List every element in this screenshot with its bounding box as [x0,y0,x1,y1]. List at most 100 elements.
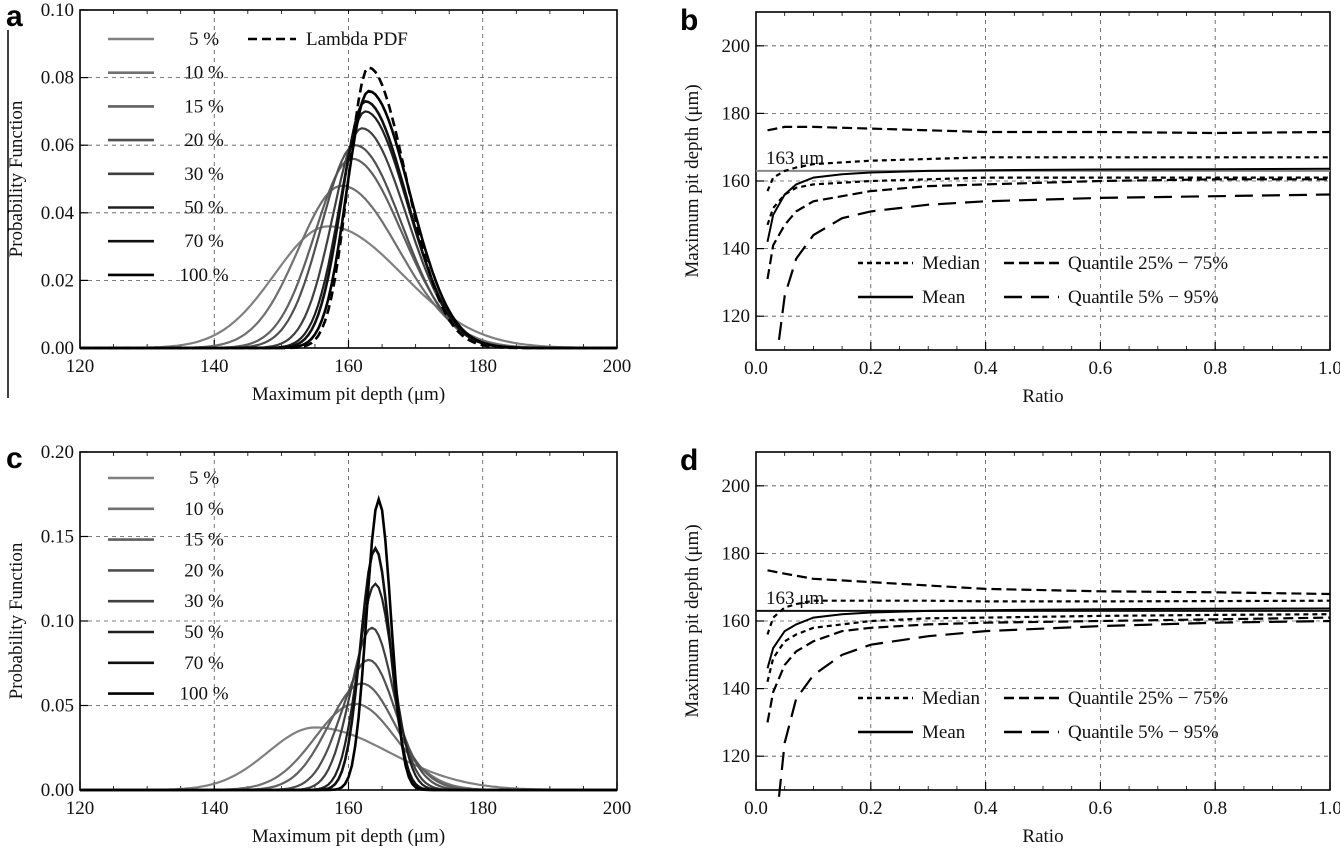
y-axis-label: Maximum pit depth (μm) [682,84,703,277]
x-tick-label: 0.6 [1089,358,1113,379]
legend-label: 30 % [184,591,224,612]
x-tick-label: 160 [334,798,363,819]
y-axis-label: Probability Function [6,100,27,257]
x-tick-label: 200 [603,356,632,377]
plot-frame [755,451,1331,791]
chart-d: 0.0 0.2 0.4 0.6 0.8 1.0 120 140 160 180 200 Ratio Ma… [680,444,1340,847]
x-tick-label: 120 [66,356,95,377]
chart-c: 120 140 160 180 200 0.00 0.05 0.10 0.15 0.20 Maxim… [6,442,631,847]
series-line [766,616,1331,723]
panel-letter: d [680,444,698,477]
legend-label: 15 % [184,96,224,117]
y-tick-label: 200 [722,36,751,57]
x-axis-label: Ratio [1022,826,1063,847]
legend-label: 100 % [179,684,228,705]
legend-label: 10 % [184,63,224,84]
legend-label: 30 % [184,164,224,185]
series-line [766,599,1331,635]
y-tick-label: 0.20 [41,442,74,463]
y-tick-label: 140 [722,239,751,260]
x-tick-label: 160 [334,356,363,377]
legend-label: 10 % [184,499,224,520]
series-line [777,619,1331,797]
series-line [766,178,1330,280]
reference-label: 163 μm [766,588,824,609]
legend: Median Mean Quantile 25% − 75% Quantile 5% … [858,253,1228,308]
legend-label: 20 % [184,560,224,581]
x-axis-label: Ratio [1022,386,1063,407]
series-line [767,125,1331,135]
x-axis-label: Maximum pit depth (μm) [252,826,445,847]
legend-label: 15 % [184,530,224,551]
y-tick-label: 0.05 [41,696,74,717]
plot-frame [79,9,618,349]
legend-label: Quantile 5% − 95% [1068,287,1219,308]
x-tick-label: 0.6 [1089,798,1113,819]
y-tick-label: 0.10 [41,0,74,21]
x-tick-label: 0.4 [974,798,998,819]
legend-label: 100 % [179,265,228,286]
series-line [766,607,1331,669]
series-line [766,613,1331,683]
y-tick-label: 0.02 [41,270,74,291]
x-tick-label: 0.0 [744,798,768,819]
x-tick-label: 200 [603,798,632,819]
legend-label: 5 % [189,468,219,489]
x-tick-label: 0.2 [859,798,883,819]
legend-label: Median [922,253,981,274]
legend-label: Quantile 25% − 75% [1068,688,1228,709]
y-tick-label: 120 [722,306,751,327]
legend-label: Mean [922,722,966,743]
series-line [766,176,1330,226]
legend-label: 50 % [184,622,224,643]
x-tick-label: 140 [200,356,229,377]
x-tick-label: 180 [469,798,498,819]
legend-label: 20 % [184,130,224,151]
legend-label-lambda: Lambda PDF [306,29,408,50]
plot-frame [79,451,618,791]
series-line [80,65,617,350]
y-tick-label: 0.08 [41,68,74,89]
y-tick-label: 180 [722,543,751,564]
x-tick-label: 120 [66,798,95,819]
legend-label: Quantile 5% − 95% [1068,722,1219,743]
y-tick-label: 0.00 [41,338,74,359]
y-tick-label: 0.00 [41,780,74,801]
y-axis-label: Probability Function [6,542,27,699]
panel-letter: a [6,0,23,33]
series-line [766,156,1330,192]
legend: 5 % 10 % 15 % 20 % 30 % 50 % 70 % 100 % [108,468,229,705]
x-tick-label: 0.2 [859,358,883,379]
y-tick-label: 180 [722,103,751,124]
y-tick-label: 0.04 [41,203,75,224]
panel-letter: b [680,4,698,37]
legend-label: Mean [922,287,966,308]
y-tick-label: 140 [722,679,751,700]
series-line [767,569,1331,596]
y-tick-label: 0.10 [41,611,74,632]
legend-label: 70 % [184,653,224,674]
x-axis-label: Maximum pit depth (μm) [252,384,445,405]
legend-label: Median [922,688,981,709]
legend-label: 70 % [184,231,224,252]
y-axis-label: Maximum pit depth (μm) [682,524,703,717]
y-tick-label: 160 [722,611,751,632]
reference-label: 163 μm [766,148,824,169]
panel-letter: c [6,442,23,475]
legend: Median Mean Quantile 25% − 75% Quantile 5% … [858,688,1228,743]
chart-a: 120 140 160 180 200 0.00 0.02 0.04 0.06 0.08 0.10 M… [6,0,631,405]
y-tick-label: 120 [722,746,751,767]
legend-label: Quantile 25% − 75% [1068,253,1228,274]
x-tick-label: 0.8 [1203,358,1227,379]
x-tick-label: 140 [200,798,229,819]
series-line [777,193,1331,341]
x-tick-label: 0.4 [974,358,998,379]
y-tick-label: 0.15 [41,527,74,548]
x-tick-label: 0.8 [1203,798,1227,819]
y-tick-label: 0.06 [41,135,74,156]
y-tick-label: 200 [722,476,751,497]
x-tick-label: 1.0 [1318,358,1340,379]
series-line [80,494,617,792]
chart-b: 0.0 0.2 0.4 0.6 0.8 1.0 120 140 160 180 200 Ratio Ma… [680,4,1340,407]
